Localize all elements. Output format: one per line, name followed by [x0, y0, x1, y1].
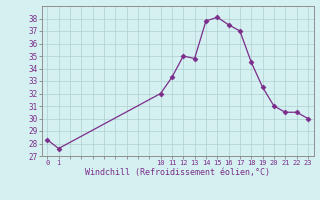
X-axis label: Windchill (Refroidissement éolien,°C): Windchill (Refroidissement éolien,°C)	[85, 168, 270, 177]
